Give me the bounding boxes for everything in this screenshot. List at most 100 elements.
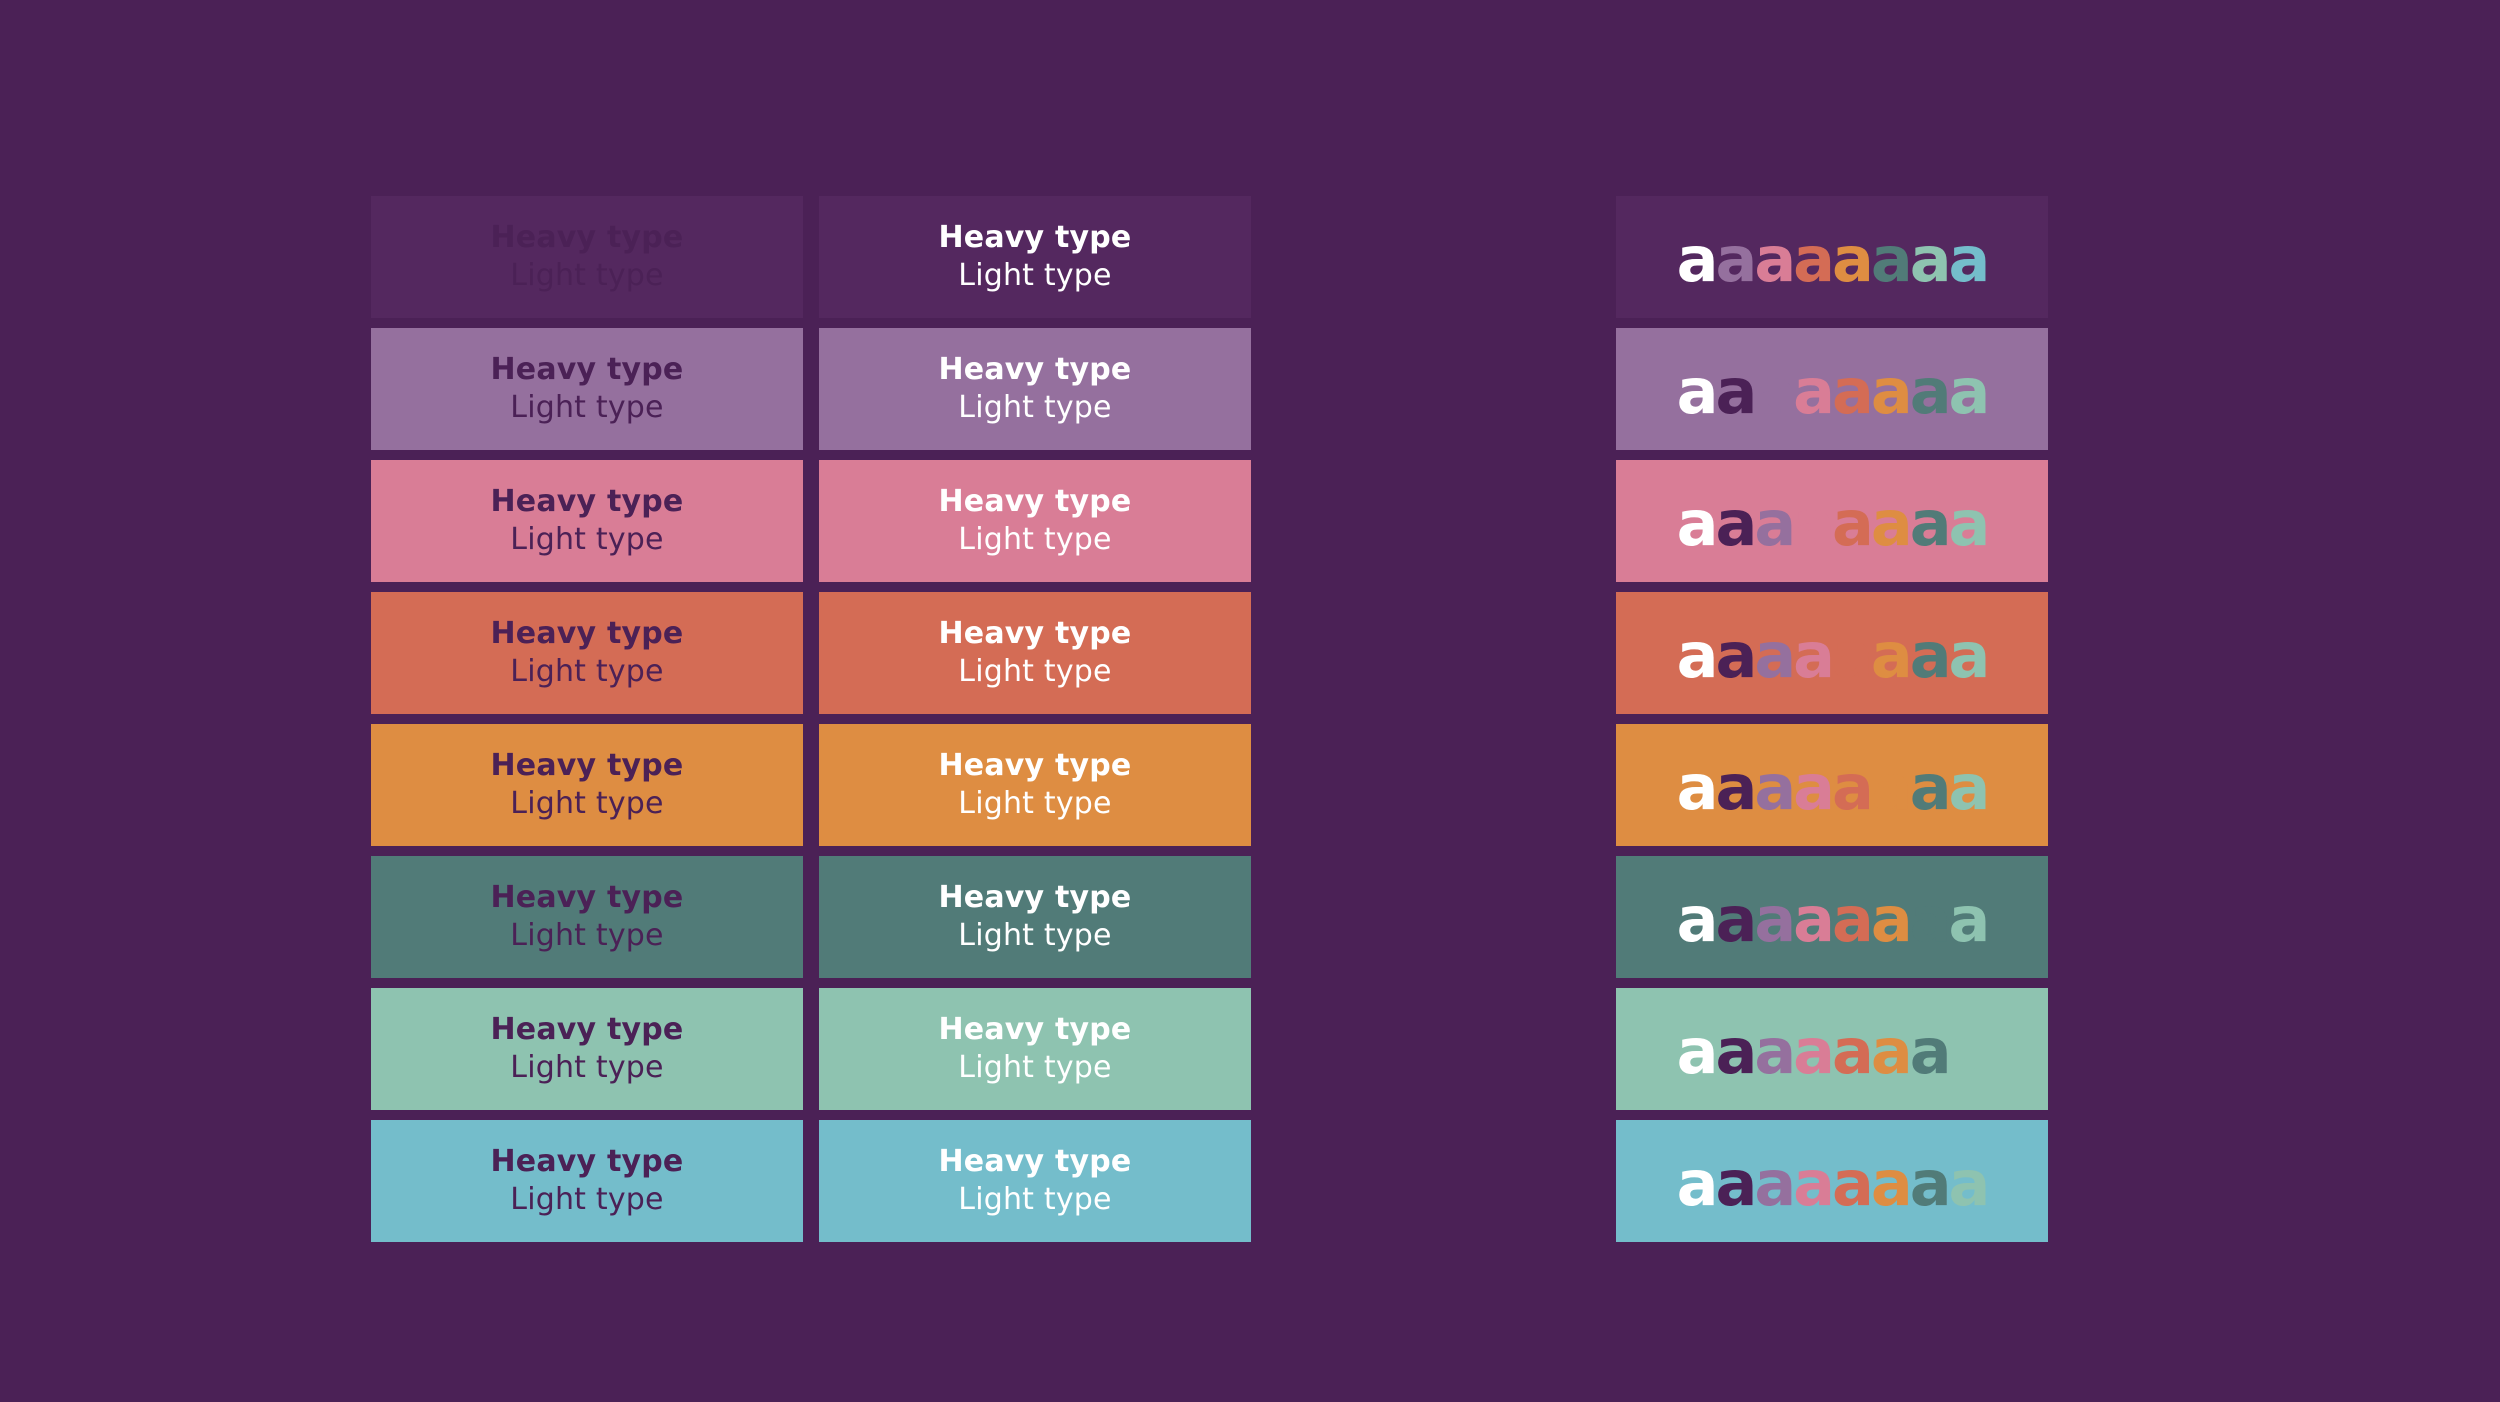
dark-text-swatch-teal: Heavy type Light type — [371, 856, 803, 978]
heavy-type-label: Heavy type — [938, 220, 1132, 255]
light-type-label: Light type — [510, 258, 664, 293]
dark-text-swatch-mint: Heavy type Light type — [371, 988, 803, 1110]
glyph-a: a — [1832, 619, 1874, 692]
glyph-a: a — [1715, 619, 1757, 692]
heavy-type-label: Heavy type — [938, 1012, 1132, 1047]
glyph-a: a — [1948, 355, 1991, 428]
glyph-a: a — [1754, 883, 1796, 956]
glyph-a: a — [1676, 223, 1719, 296]
light-type-label: Light type — [510, 918, 664, 953]
light-type-label: Light type — [958, 918, 1112, 953]
glyph-a: a — [1676, 883, 1719, 956]
glyph-a: a — [1793, 1147, 1835, 1220]
glyph-a: a — [1909, 1015, 1952, 1088]
glyph-a: a — [1676, 619, 1719, 692]
light-type-label: Light type — [510, 654, 664, 689]
glyph-a: a — [1793, 751, 1835, 824]
white-text-swatch-column: Heavy type Light type Heavy type Light type… — [819, 196, 1251, 1242]
dark-text-swatch-column: Heavy type Light type Heavy type Light type… — [371, 196, 803, 1242]
heavy-type-label: Heavy type — [938, 352, 1132, 387]
heavy-type-label: Heavy type — [490, 748, 684, 783]
glyph-a: a — [1754, 619, 1796, 692]
glyph-a: a — [1870, 223, 1913, 296]
glyph-a: a — [1909, 1147, 1952, 1220]
glyph-a: a — [1870, 1015, 1913, 1088]
glyph-a: a — [1832, 751, 1874, 824]
heavy-type-label: Heavy type — [938, 1144, 1132, 1179]
light-type-label: Light type — [510, 786, 664, 821]
light-type-label: Light type — [510, 1182, 664, 1217]
light-type-label: Light type — [510, 390, 664, 425]
glyph-a: a — [1715, 487, 1757, 560]
dark-text-swatch-coral: Heavy type Light type — [371, 592, 803, 714]
glyph-a: a — [1832, 1147, 1874, 1220]
glyph-a: a — [1870, 487, 1913, 560]
glyph-a: a — [1832, 355, 1874, 428]
light-type-label: Light type — [958, 786, 1112, 821]
glyph-a: a — [1909, 751, 1952, 824]
dark-text-swatch-orange: Heavy type Light type — [371, 724, 803, 846]
light-type-label: Light type — [958, 522, 1112, 557]
heavy-type-label: Heavy type — [490, 1012, 684, 1047]
white-text-swatch-orange: Heavy type Light type — [819, 724, 1251, 846]
light-type-label: Light type — [958, 1182, 1112, 1217]
glyph-a: a — [1715, 1015, 1757, 1088]
glyph-a: a — [1909, 619, 1952, 692]
light-type-label: Light type — [958, 390, 1112, 425]
glyph-a: a — [1909, 355, 1952, 428]
glyph-a: a — [1754, 751, 1796, 824]
glyph-a: a — [1793, 619, 1835, 692]
glyph-a: a — [1793, 355, 1835, 428]
glyph-a: a — [1793, 487, 1835, 560]
heavy-type-label: Heavy type — [490, 1144, 684, 1179]
heavy-type-label: Heavy type — [490, 880, 684, 915]
glyph-a: a — [1754, 1147, 1796, 1220]
light-type-label: Light type — [510, 1050, 664, 1085]
glyph-a: a — [1676, 751, 1719, 824]
light-type-label: Light type — [510, 522, 664, 557]
glyph-a: a — [1870, 355, 1913, 428]
glyph-a: a — [1948, 487, 1991, 560]
glyph-a: a — [1754, 487, 1796, 560]
light-type-label: Light type — [958, 1050, 1112, 1085]
glyph-a: a — [1909, 223, 1952, 296]
glyph-a: a — [1754, 355, 1796, 428]
white-text-swatch-sky: Heavy type Light type — [819, 1120, 1251, 1242]
dark-text-swatch-sky: Heavy type Light type — [371, 1120, 803, 1242]
glyph-a: a — [1909, 487, 1952, 560]
glyph-a: a — [1715, 223, 1757, 296]
glyph-a: a — [1909, 883, 1952, 956]
glyph-a: a — [1676, 487, 1719, 560]
heavy-type-label: Heavy type — [938, 880, 1132, 915]
glyph-a: a — [1948, 223, 1991, 296]
glyph-a: a — [1676, 355, 1719, 428]
glyph-a: a — [1832, 1015, 1874, 1088]
glyph-a: a — [1754, 1015, 1796, 1088]
white-text-swatch-lavender: Heavy type Light type — [819, 328, 1251, 450]
glyph-a: a — [1948, 1015, 1991, 1088]
glyph-a: a — [1832, 883, 1874, 956]
white-text-swatch-mint: Heavy type Light type — [819, 988, 1251, 1110]
dark-text-swatch-aubergine: Heavy type Light type — [371, 196, 803, 318]
light-type-label: Light type — [958, 654, 1112, 689]
glyph-a: a — [1948, 883, 1991, 956]
heavy-type-label: Heavy type — [938, 748, 1132, 783]
glyph-a: a — [1793, 883, 1835, 956]
glyph-a: a — [1948, 1147, 1991, 1220]
heavy-type-label: Heavy type — [490, 484, 684, 519]
glyph-a: a — [1715, 751, 1757, 824]
